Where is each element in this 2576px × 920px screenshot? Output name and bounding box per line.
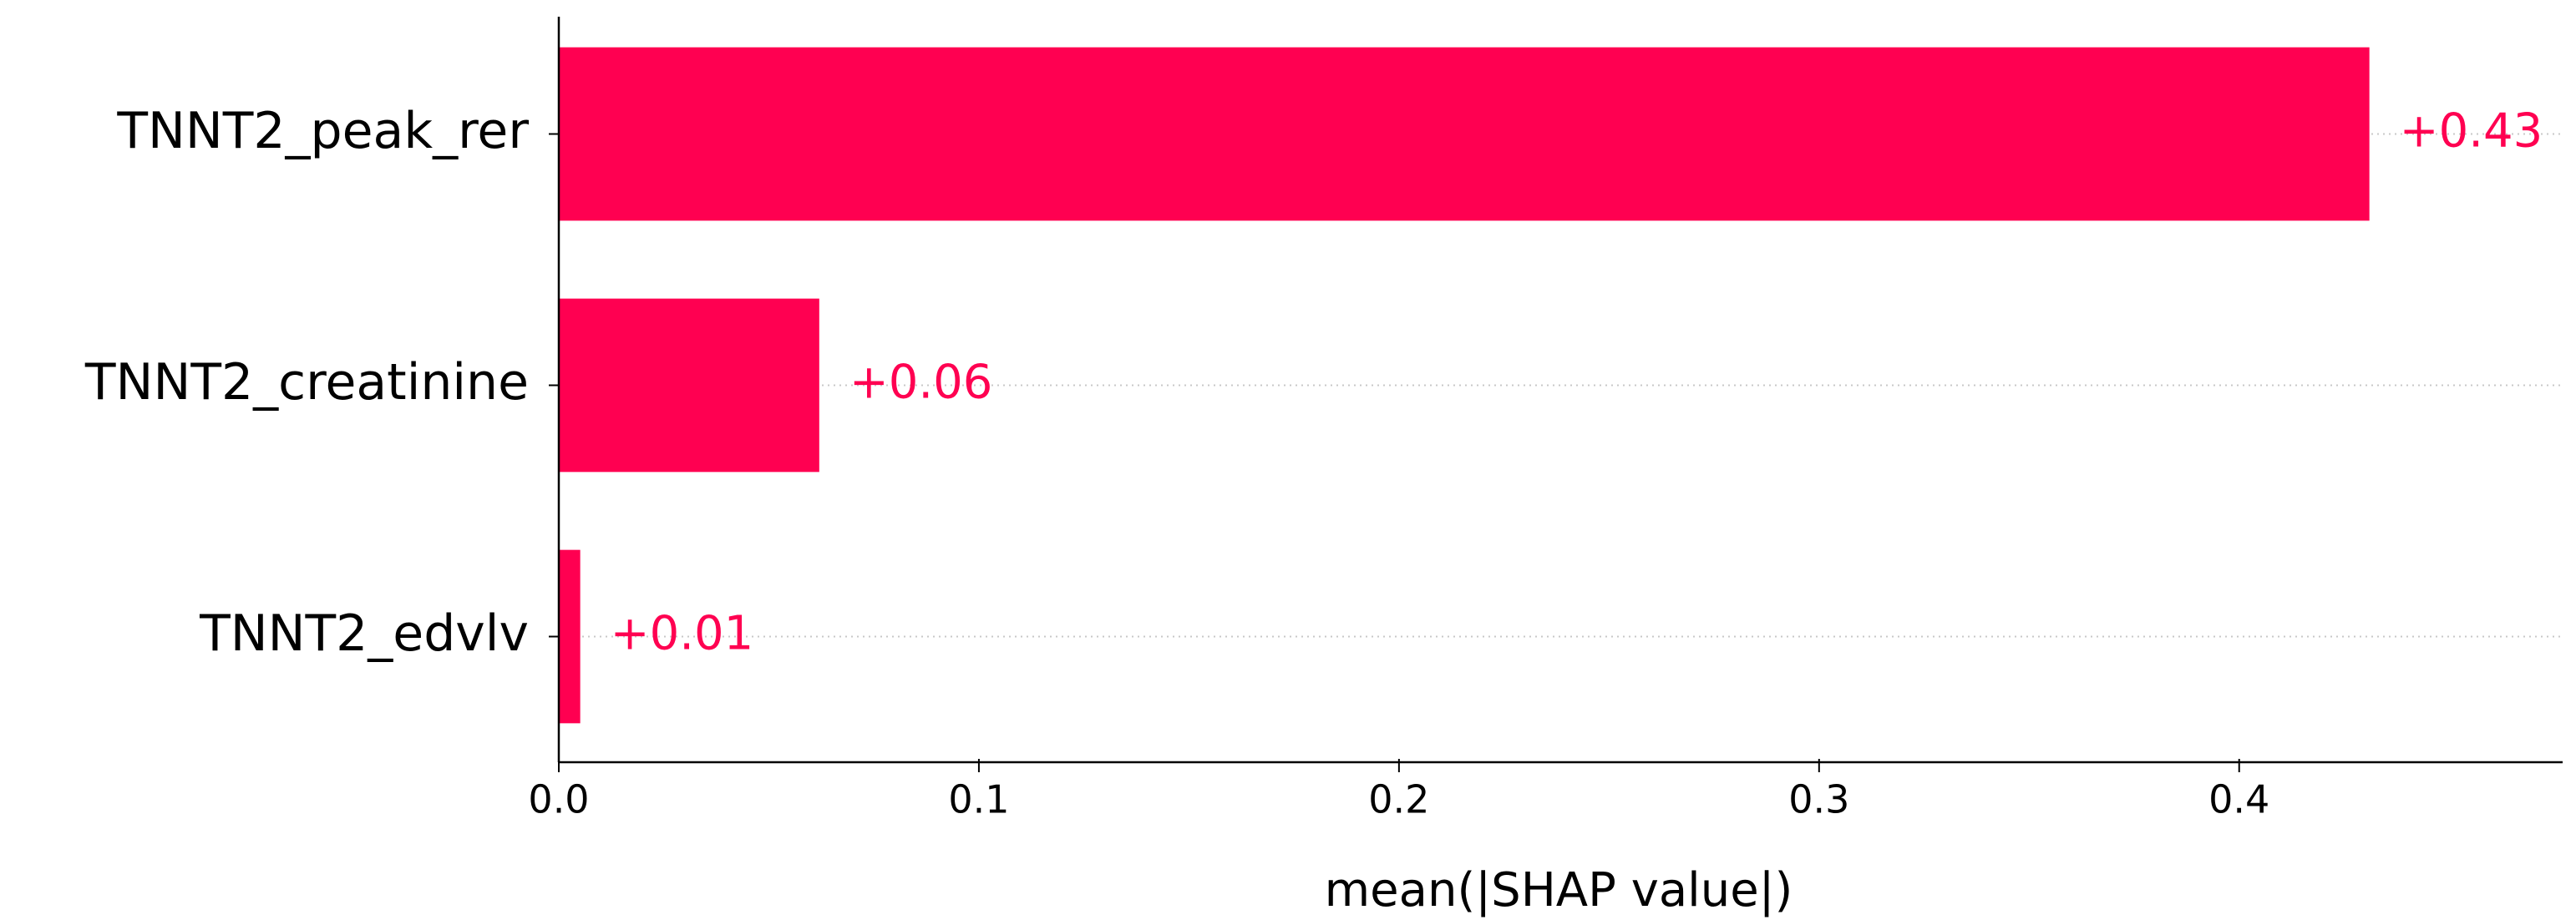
bar bbox=[559, 298, 819, 473]
value-label: +0.01 bbox=[611, 607, 754, 661]
x-tick-label: 0.1 bbox=[948, 777, 1009, 822]
value-label: +0.43 bbox=[2400, 104, 2543, 159]
y-tick-label: TNNT2_creatinine bbox=[84, 353, 529, 412]
x-axis-label: mean(|SHAP value|) bbox=[1325, 863, 1793, 917]
bar bbox=[559, 47, 2370, 221]
x-tick-label: 0.0 bbox=[528, 777, 589, 822]
x-tick-label: 0.2 bbox=[1368, 777, 1429, 822]
x-tick-label: 0.4 bbox=[2208, 777, 2269, 822]
y-tick-label: TNNT2_edvlv bbox=[199, 604, 529, 663]
bar bbox=[559, 549, 581, 724]
x-tick-label: 0.3 bbox=[1788, 777, 1849, 822]
value-label: +0.06 bbox=[849, 356, 993, 410]
y-tick-label: TNNT2_peak_rer bbox=[116, 102, 529, 160]
